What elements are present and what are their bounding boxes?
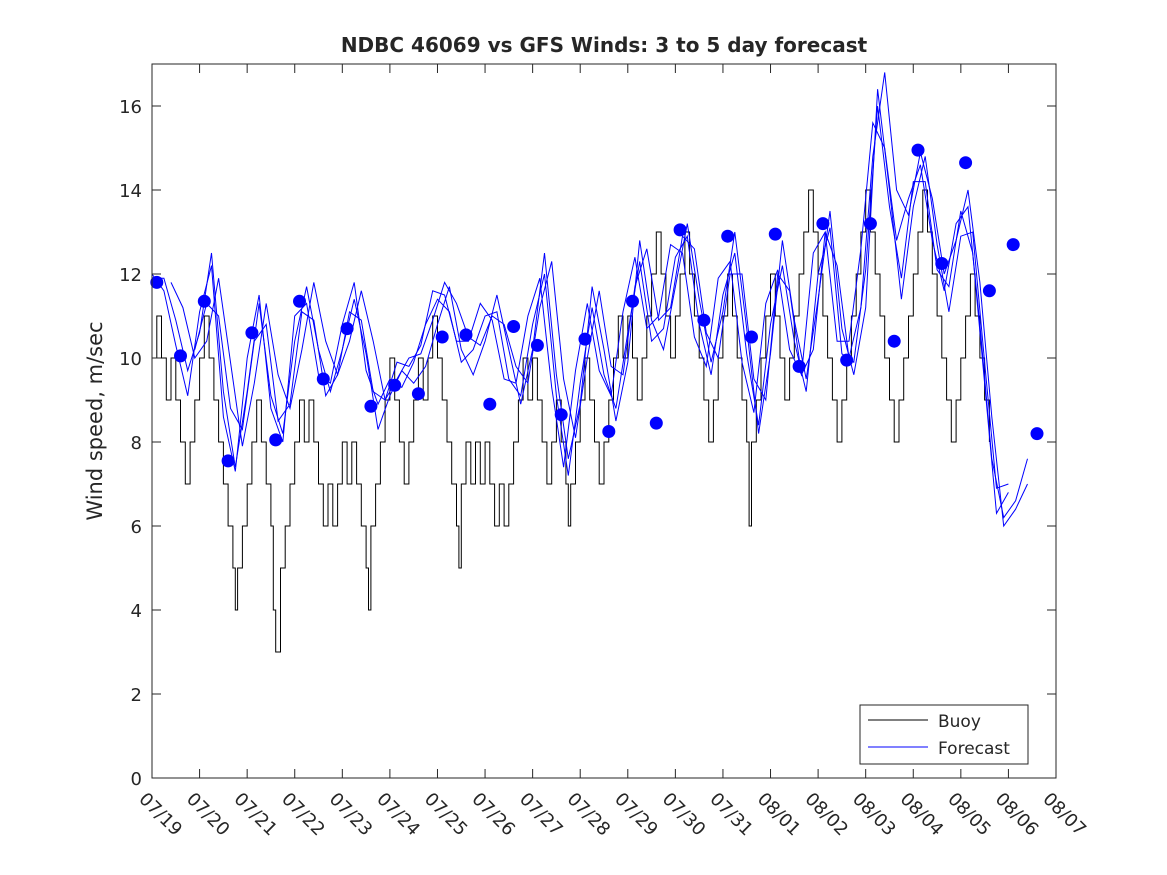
- y-tick-label: 0: [131, 769, 142, 790]
- forecast-line-1: [151, 105, 1009, 516]
- forecast-marker: [269, 433, 283, 447]
- buoy-series: [152, 189, 990, 653]
- plot-area: [152, 64, 1056, 778]
- forecast-marker: [293, 294, 306, 308]
- y-tick-label: 8: [131, 433, 142, 454]
- y-axis-ticks: 0 2 4 6 8 10 12 14 16: [119, 97, 1056, 790]
- forecast-marker: [197, 294, 211, 308]
- axes-box: [151, 63, 1057, 779]
- forecast-marker: [816, 217, 830, 231]
- y-tick-label: 14: [119, 181, 142, 202]
- forecast-marker: [697, 313, 711, 327]
- chart-title: NDBC 46069 vs GFS Winds: 3 to 5 day fore…: [341, 33, 868, 57]
- y-tick-label: 2: [131, 685, 142, 706]
- forecast-markers: [150, 143, 1044, 468]
- forecast-marker: [959, 156, 973, 170]
- forecast-marker: [388, 378, 402, 392]
- y-axis-label: Wind speed, m/sec: [83, 321, 107, 520]
- y-tick-label: 4: [131, 601, 142, 622]
- forecast-marker: [411, 387, 425, 401]
- legend-buoy-label: Buoy: [938, 712, 981, 732]
- forecast-marker: [530, 338, 544, 352]
- forecast-line-3: [194, 120, 1028, 519]
- forecast-marker: [911, 143, 925, 157]
- forecast-series: [151, 72, 1028, 528]
- forecast-marker: [721, 229, 735, 243]
- legend-box: [859, 704, 1029, 765]
- y-tick-label: 10: [119, 349, 142, 370]
- y-tick-label: 16: [119, 97, 142, 118]
- y-tick-label: 6: [131, 517, 142, 538]
- forecast-marker: [435, 330, 449, 344]
- forecast-marker: [554, 408, 568, 422]
- buoy-line: [152, 189, 990, 653]
- forecast-marker: [174, 349, 187, 363]
- forecast-marker: [483, 397, 497, 411]
- forecast-marker: [507, 320, 521, 333]
- forecast-line-2: [170, 72, 1028, 528]
- forecast-marker: [673, 223, 687, 237]
- forecast-marker: [863, 217, 877, 231]
- forecast-marker: [316, 372, 330, 386]
- axes: [151, 63, 1057, 779]
- forecast-marker: [649, 416, 663, 430]
- y-tick-label: 12: [119, 265, 142, 286]
- forecast-marker: [1030, 427, 1044, 441]
- forecast-marker: [840, 353, 854, 367]
- forecast-marker: [340, 322, 354, 336]
- forecast-marker: [602, 425, 616, 438]
- forecast-marker: [745, 330, 758, 344]
- forecast-marker: [982, 284, 996, 298]
- forecast-marker: [459, 328, 473, 342]
- forecast-marker: [887, 334, 901, 348]
- forecast-marker: [626, 294, 639, 308]
- forecast-marker: [935, 257, 949, 270]
- forecast-marker: [792, 359, 806, 373]
- legend: Buoy Forecast: [859, 704, 1029, 765]
- forecast-marker: [578, 332, 592, 346]
- forecast-marker: [768, 227, 782, 241]
- forecast-marker: [150, 275, 164, 289]
- legend-forecast-label: Forecast: [938, 739, 1010, 759]
- forecast-marker: [245, 326, 259, 340]
- forecast-marker: [364, 399, 378, 413]
- forecast-marker: [221, 454, 235, 468]
- forecast-marker: [1006, 238, 1020, 252]
